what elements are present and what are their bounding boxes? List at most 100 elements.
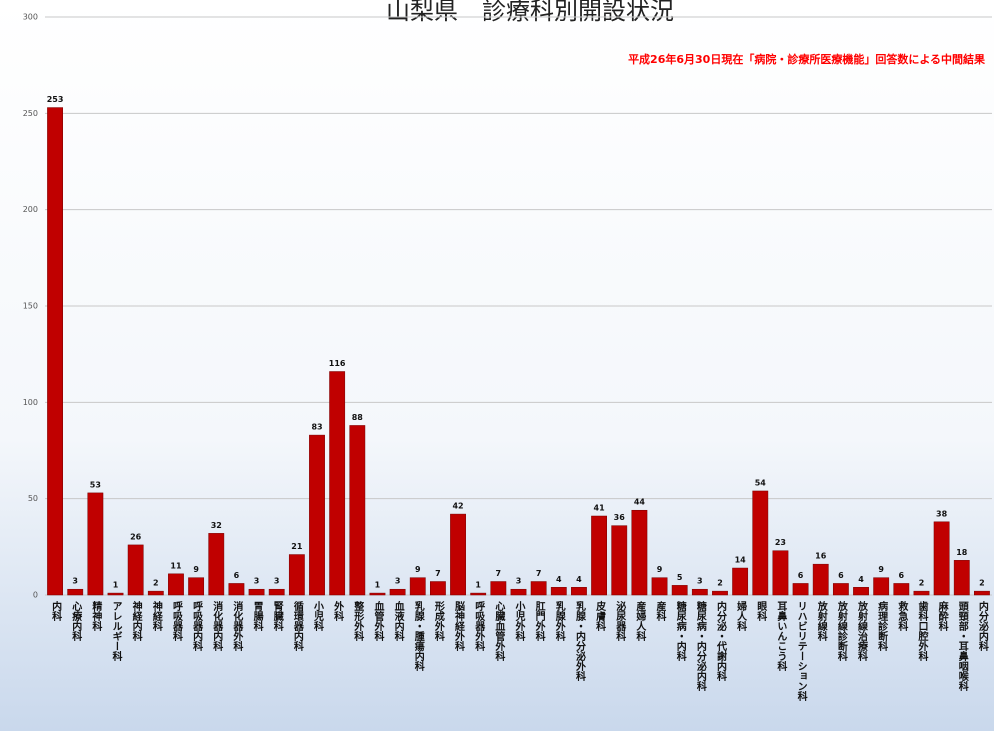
bar	[349, 425, 366, 596]
y-tick-label: 200	[23, 205, 38, 214]
bar	[812, 563, 829, 596]
x-tick-label: 血管外科	[372, 600, 385, 642]
bar	[369, 592, 386, 596]
bar	[953, 560, 970, 596]
x-tick-label: 腎臓科	[271, 601, 283, 632]
value-label: 32	[211, 521, 222, 530]
value-label: 116	[329, 359, 346, 368]
bar	[933, 521, 950, 596]
value-label: 4	[576, 575, 582, 584]
value-label: 23	[775, 538, 786, 547]
x-tick-label: 脳神経外科	[453, 601, 466, 652]
value-label: 253	[47, 95, 64, 104]
x-tick-label: 糖尿病・内分泌内科	[694, 600, 706, 692]
x-tick-label: 消化器外科	[231, 600, 244, 652]
x-tick-label: 乳腺・内分泌外科	[573, 600, 586, 682]
value-label: 42	[452, 502, 463, 511]
value-label: 2	[979, 579, 985, 588]
x-tick-label: 泌尿器科	[614, 600, 627, 642]
value-label: 36	[614, 513, 626, 522]
x-tick-label: 小児科	[312, 600, 325, 632]
x-tick-label: 糖尿病・内科	[674, 600, 686, 662]
bar	[671, 585, 688, 596]
bar	[732, 567, 749, 596]
value-label: 9	[878, 565, 884, 574]
x-tick-label: 心臓血管外科	[493, 601, 506, 662]
x-tick-label: 眼科	[755, 601, 767, 622]
bar	[329, 371, 346, 596]
value-label: 26	[130, 532, 142, 541]
x-tick-label: 放射線診断科	[835, 600, 848, 662]
value-label: 83	[311, 423, 322, 432]
value-label: 53	[90, 480, 101, 489]
x-tick-label: 乳腺外科	[553, 600, 566, 642]
x-tick-label: 精神科	[90, 600, 102, 632]
y-tick-label: 150	[23, 302, 38, 311]
x-tick-label: 神経内科	[130, 600, 142, 642]
bar	[792, 583, 809, 596]
x-tick-label: 救急科	[896, 600, 908, 632]
value-label: 2	[919, 579, 925, 588]
bar	[691, 588, 708, 596]
bar	[168, 573, 184, 596]
bar	[107, 592, 124, 596]
x-tick-label: 産婦人科	[634, 600, 647, 642]
x-tick-label: 形成外科	[432, 601, 445, 642]
x-tick-label: 肛門外科	[533, 601, 546, 642]
value-label: 3	[516, 577, 522, 586]
bar	[67, 588, 84, 596]
value-label: 7	[496, 569, 502, 578]
x-tick-label: 循環器内科	[291, 600, 304, 652]
x-tick-label: 内分泌内科	[976, 600, 988, 652]
x-tick-label: 歯科口腔外科	[916, 600, 929, 662]
value-label: 6	[234, 571, 240, 580]
x-tick-label: 放射線治療科	[856, 600, 869, 662]
value-label: 5	[677, 573, 683, 582]
value-label: 3	[254, 577, 260, 586]
value-label: 3	[697, 577, 703, 586]
bar	[651, 577, 668, 596]
x-tick-label: 頭頸部・耳鼻咽喉科	[956, 601, 968, 692]
value-label: 38	[936, 509, 948, 518]
x-tick-label: 呼吸器科	[170, 600, 183, 642]
bar	[409, 577, 426, 596]
bar	[550, 587, 567, 596]
value-label: 9	[657, 565, 663, 574]
value-label: 1	[375, 581, 381, 590]
bar	[429, 581, 446, 596]
bar	[571, 587, 587, 596]
bar	[288, 554, 305, 596]
bar	[389, 588, 406, 596]
bar	[309, 434, 325, 596]
bar	[268, 588, 285, 596]
value-label: 21	[291, 542, 303, 551]
y-tick-label: 0	[33, 591, 38, 600]
value-label: 14	[735, 556, 747, 565]
x-tick-label: 産科	[654, 600, 666, 622]
bar	[913, 590, 930, 596]
bar	[530, 581, 547, 596]
bar	[490, 581, 507, 596]
x-tick-label: 内科	[50, 600, 62, 622]
bar	[873, 577, 890, 596]
value-label: 6	[899, 571, 905, 580]
bar	[147, 590, 164, 596]
value-label: 54	[755, 478, 767, 487]
x-tick-label: 消化器内科	[211, 600, 224, 652]
value-label: 2	[717, 579, 723, 588]
bar	[127, 544, 144, 596]
value-label: 44	[634, 498, 646, 507]
value-label: 7	[435, 569, 441, 578]
value-label: 18	[956, 548, 968, 557]
x-tick-label: 整形外科	[352, 600, 365, 642]
bar	[974, 590, 990, 596]
y-tick-label: 250	[23, 109, 38, 118]
value-label: 2	[153, 579, 159, 588]
chart-title: 山梨県 診療科別開設状況	[386, 0, 674, 25]
value-label: 3	[72, 577, 78, 586]
value-label: 3	[395, 577, 401, 586]
value-label: 1	[113, 581, 119, 590]
x-tick-label: アレルギー科	[110, 601, 122, 662]
y-tick-label: 100	[23, 398, 38, 407]
